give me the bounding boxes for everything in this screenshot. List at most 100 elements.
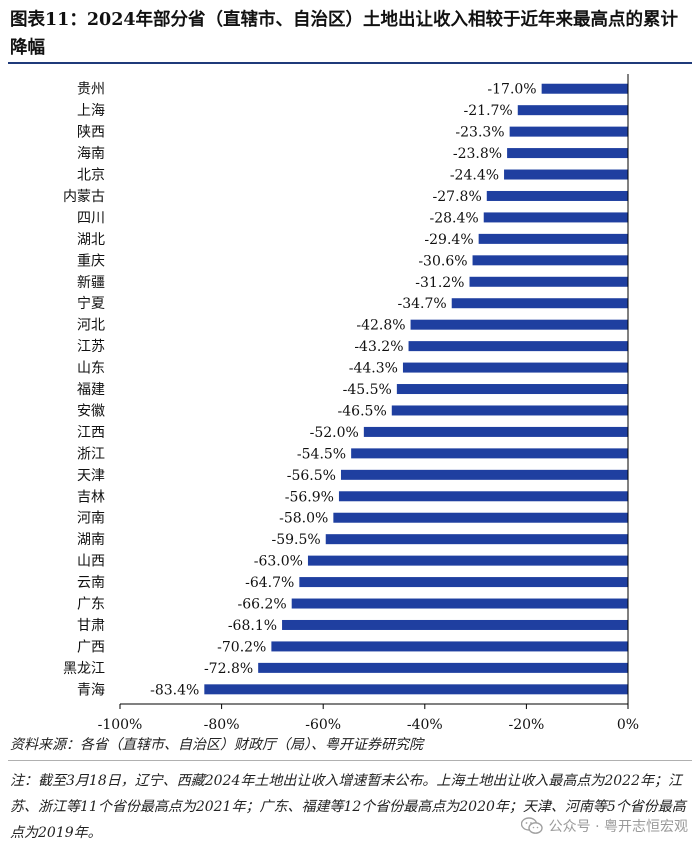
category-label-22: 湖南 <box>77 532 105 548</box>
bar-24 <box>299 577 628 588</box>
watermark: 公众号 · 粤开志恒宏观 <box>520 816 688 836</box>
bar-7 <box>483 212 628 223</box>
category-label-7: 四川 <box>77 210 105 226</box>
data-label-2: -21.7% <box>464 103 513 119</box>
bar-27 <box>271 641 628 652</box>
category-label-3: 陕西 <box>77 125 105 141</box>
bar-13 <box>408 341 628 352</box>
bar-29 <box>204 684 628 695</box>
category-label-13: 江苏 <box>77 339 105 355</box>
data-label-13: -43.2% <box>354 339 403 355</box>
x-tick-label-6: 0% <box>617 717 639 732</box>
data-label-11: -34.7% <box>398 296 447 312</box>
bar-25 <box>291 598 628 609</box>
data-label-26: -68.1% <box>228 618 277 634</box>
category-label-28: 黑龙江 <box>63 661 105 677</box>
category-label-11: 宁夏 <box>77 295 105 312</box>
category-label-21: 河南 <box>77 511 105 527</box>
data-label-6: -27.8% <box>433 189 482 205</box>
bar-14 <box>402 362 628 373</box>
category-label-18: 浙江 <box>77 446 105 462</box>
bar-17 <box>363 426 628 437</box>
note-text: 注：截至3月18日，辽宁、西藏2024年土地出让收入增速暂未公布。上海土地出让收… <box>10 773 686 841</box>
x-tick-label-1: -100% <box>98 717 143 732</box>
data-label-1: -17.0% <box>487 82 536 98</box>
source-divider <box>8 760 692 761</box>
data-label-21: -58.0% <box>279 511 328 527</box>
data-label-15: -45.5% <box>343 382 392 398</box>
bar-23 <box>307 555 628 566</box>
category-label-2: 上海 <box>77 103 105 119</box>
category-label-27: 广西 <box>77 639 105 655</box>
category-label-20: 吉林 <box>77 489 105 505</box>
bar-22 <box>325 534 628 545</box>
category-label-25: 广东 <box>77 597 105 613</box>
data-label-4: -23.8% <box>453 146 502 162</box>
bar-15 <box>396 384 628 395</box>
x-tick-label-3: -60% <box>305 717 341 732</box>
chart-title: 图表11：2024年部分省（直辖市、自治区）土地出让收入相较于近年来最高点的累计… <box>10 10 679 58</box>
data-label-7: -28.4% <box>430 210 479 226</box>
data-label-14: -44.3% <box>349 361 398 377</box>
data-label-9: -30.6% <box>418 253 467 269</box>
source-text: 资料来源：各省（直辖市、自治区）财政厅（局）、粤开证券研究院 <box>10 737 423 753</box>
category-label-19: 天津 <box>77 468 105 484</box>
data-label-8: -29.4% <box>424 232 473 248</box>
data-label-17: -52.0% <box>310 425 359 441</box>
category-label-10: 新疆 <box>77 275 105 291</box>
bar-18 <box>351 448 628 459</box>
bar-26 <box>282 619 628 630</box>
data-label-20: -56.9% <box>285 489 334 505</box>
category-label-24: 云南 <box>77 575 105 591</box>
bar-8 <box>478 233 628 244</box>
data-label-3: -23.3% <box>455 125 504 141</box>
category-label-9: 重庆 <box>77 253 105 269</box>
data-label-27: -70.2% <box>217 639 266 655</box>
data-label-22: -59.5% <box>272 532 321 548</box>
category-label-14: 山东 <box>77 361 105 377</box>
data-label-28: -72.8% <box>204 661 253 677</box>
category-label-4: 海南 <box>77 146 105 162</box>
category-label-29: 青海 <box>77 682 105 698</box>
bar-19 <box>340 469 628 480</box>
data-label-19: -56.5% <box>287 468 336 484</box>
category-label-12: 河北 <box>77 318 105 334</box>
data-label-16: -46.5% <box>338 403 387 419</box>
watermark-text: 公众号 · 粤开志恒宏观 <box>548 819 688 835</box>
data-label-10: -31.2% <box>415 275 464 291</box>
bar-1 <box>541 83 628 94</box>
bar-9 <box>472 255 628 266</box>
data-label-12: -42.8% <box>356 318 405 334</box>
bar-28 <box>258 662 628 673</box>
wechat-icon <box>520 817 543 834</box>
bar-4 <box>507 148 628 159</box>
category-label-26: 甘肃 <box>77 618 105 634</box>
title-divider <box>8 62 692 64</box>
category-label-1: 贵州 <box>77 82 105 98</box>
bar-2 <box>517 105 628 116</box>
data-label-18: -54.5% <box>297 446 346 462</box>
category-label-17: 江西 <box>77 425 105 441</box>
bar-20 <box>338 491 628 502</box>
x-tick-label-2: -80% <box>204 717 240 732</box>
bar-21 <box>333 512 628 523</box>
category-label-23: 山西 <box>77 554 105 570</box>
bar-16 <box>391 405 628 416</box>
bar-12 <box>410 319 628 330</box>
data-label-25: -66.2% <box>237 597 286 613</box>
bar-chart: -17.0% 贵州 -21.7% 上海 -23.3% 陕西 -23.8% 海南 -24.4% 北京… <box>63 74 639 732</box>
bar-11 <box>451 298 628 309</box>
data-label-24: -64.7% <box>245 575 294 591</box>
category-label-8: 湖北 <box>77 232 105 248</box>
category-label-6: 内蒙古 <box>63 189 105 205</box>
category-label-16: 安徽 <box>77 403 105 419</box>
bar-6 <box>486 190 628 201</box>
data-label-29: -83.4% <box>150 682 199 698</box>
category-label-5: 北京 <box>77 168 105 184</box>
bar-3 <box>509 126 628 137</box>
category-label-15: 福建 <box>77 382 105 398</box>
data-label-5: -24.4% <box>450 168 499 184</box>
x-tick-label-5: -20% <box>508 717 544 732</box>
x-tick-label-4: -40% <box>407 717 443 732</box>
bar-10 <box>469 276 628 287</box>
